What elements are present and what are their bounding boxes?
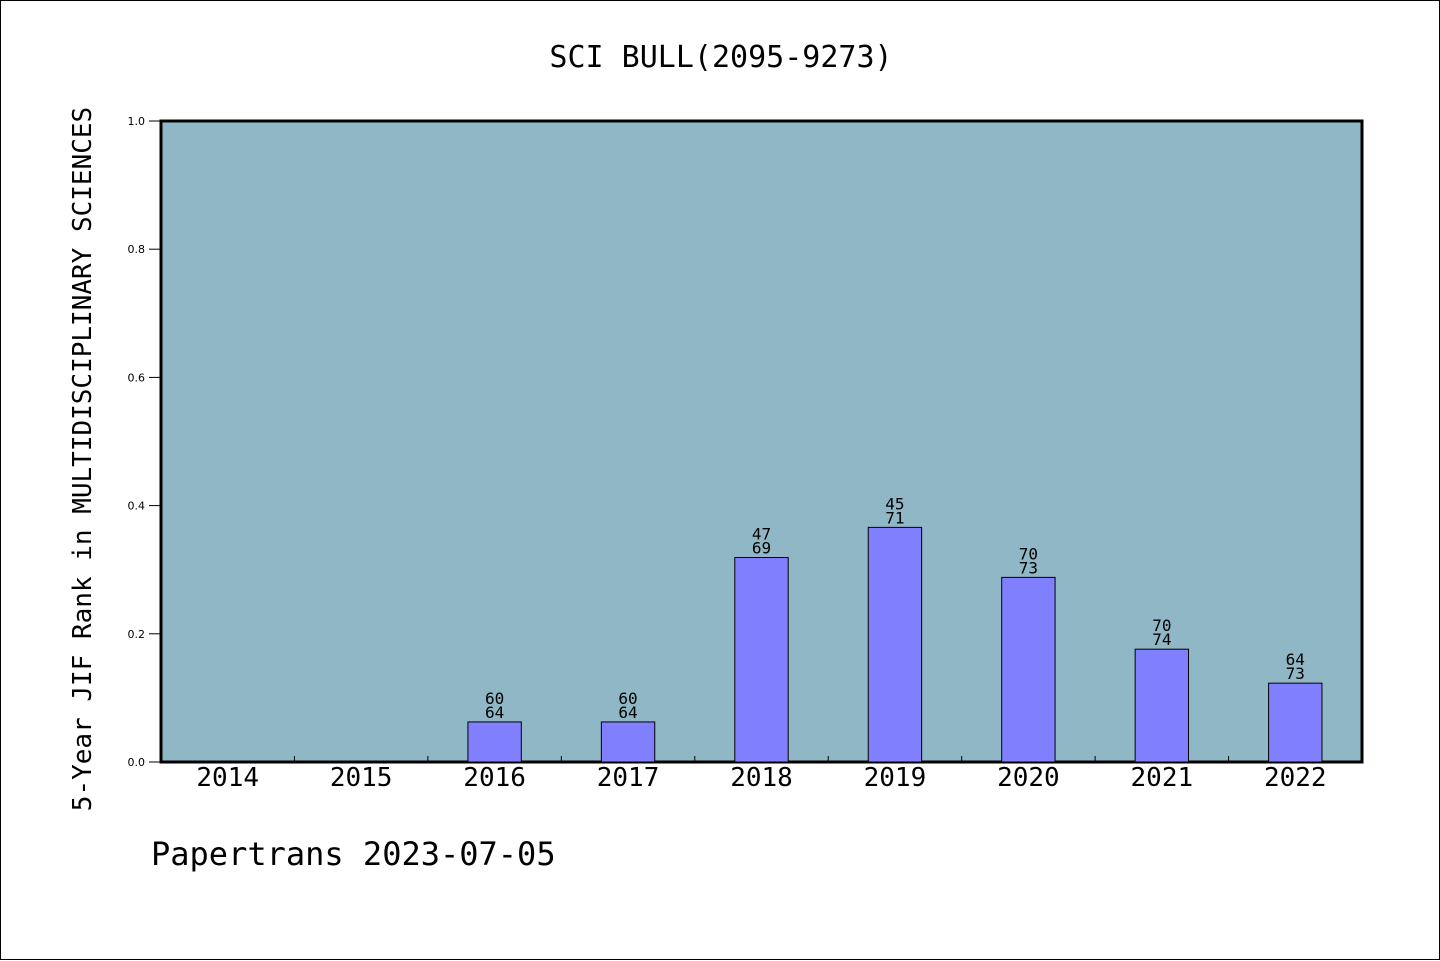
y-tick-label: 0.0 (128, 756, 146, 769)
footer-text: Papertrans 2023-07-05 (151, 835, 556, 873)
x-tick-label: 2015 (330, 763, 393, 793)
y-tick-label: 0.8 (128, 243, 146, 256)
bar-label-bottom: 64 (485, 703, 504, 722)
bar-label-top: 70 (1019, 544, 1038, 563)
bar-2016 (467, 721, 522, 763)
bar-label-top: 47 (752, 525, 771, 544)
bar-2020 (1001, 576, 1056, 763)
y-tick-label: 0.4 (128, 500, 146, 513)
x-tick-label: 2020 (997, 763, 1060, 793)
x-tick-label: 2021 (1131, 763, 1194, 793)
bar-label-top: 60 (618, 689, 637, 708)
bar-2021 (1134, 648, 1190, 763)
bar-label-top: 70 (1152, 616, 1171, 635)
x-tick-label: 2016 (463, 763, 526, 793)
bar-label-bottom: 71 (885, 508, 904, 527)
bar-label-bottom: 69 (752, 539, 771, 558)
x-tick-label: 2019 (864, 763, 927, 793)
chart-title: SCI BULL(2095-9273) (549, 40, 892, 75)
y-tick-label: 0.6 (128, 371, 146, 384)
bar-label-top: 45 (885, 494, 904, 513)
y-tick-label: 0.2 (128, 628, 146, 641)
bar-label-bottom: 73 (1019, 558, 1038, 577)
x-tick-label: 2014 (196, 763, 259, 793)
bar-2017 (600, 721, 656, 763)
bar-label-bottom: 64 (618, 703, 637, 722)
bar-2022 (1268, 682, 1323, 763)
bar-label-top: 64 (1286, 650, 1305, 669)
x-tick-label: 2018 (730, 763, 793, 793)
bar-label-bottom: 74 (1152, 630, 1171, 649)
bar-label-top: 60 (485, 689, 504, 708)
bar-2018 (734, 557, 789, 763)
y-tick-label: 1.0 (128, 115, 146, 128)
bar-label-bottom: 73 (1286, 664, 1305, 683)
bar-2019 (867, 526, 923, 763)
x-tick-label: 2017 (597, 763, 660, 793)
y-axis-label: 5-Year JIF Rank in MULTIDISCIPLINARY SCI… (68, 107, 98, 811)
x-tick-label: 2022 (1264, 763, 1327, 793)
